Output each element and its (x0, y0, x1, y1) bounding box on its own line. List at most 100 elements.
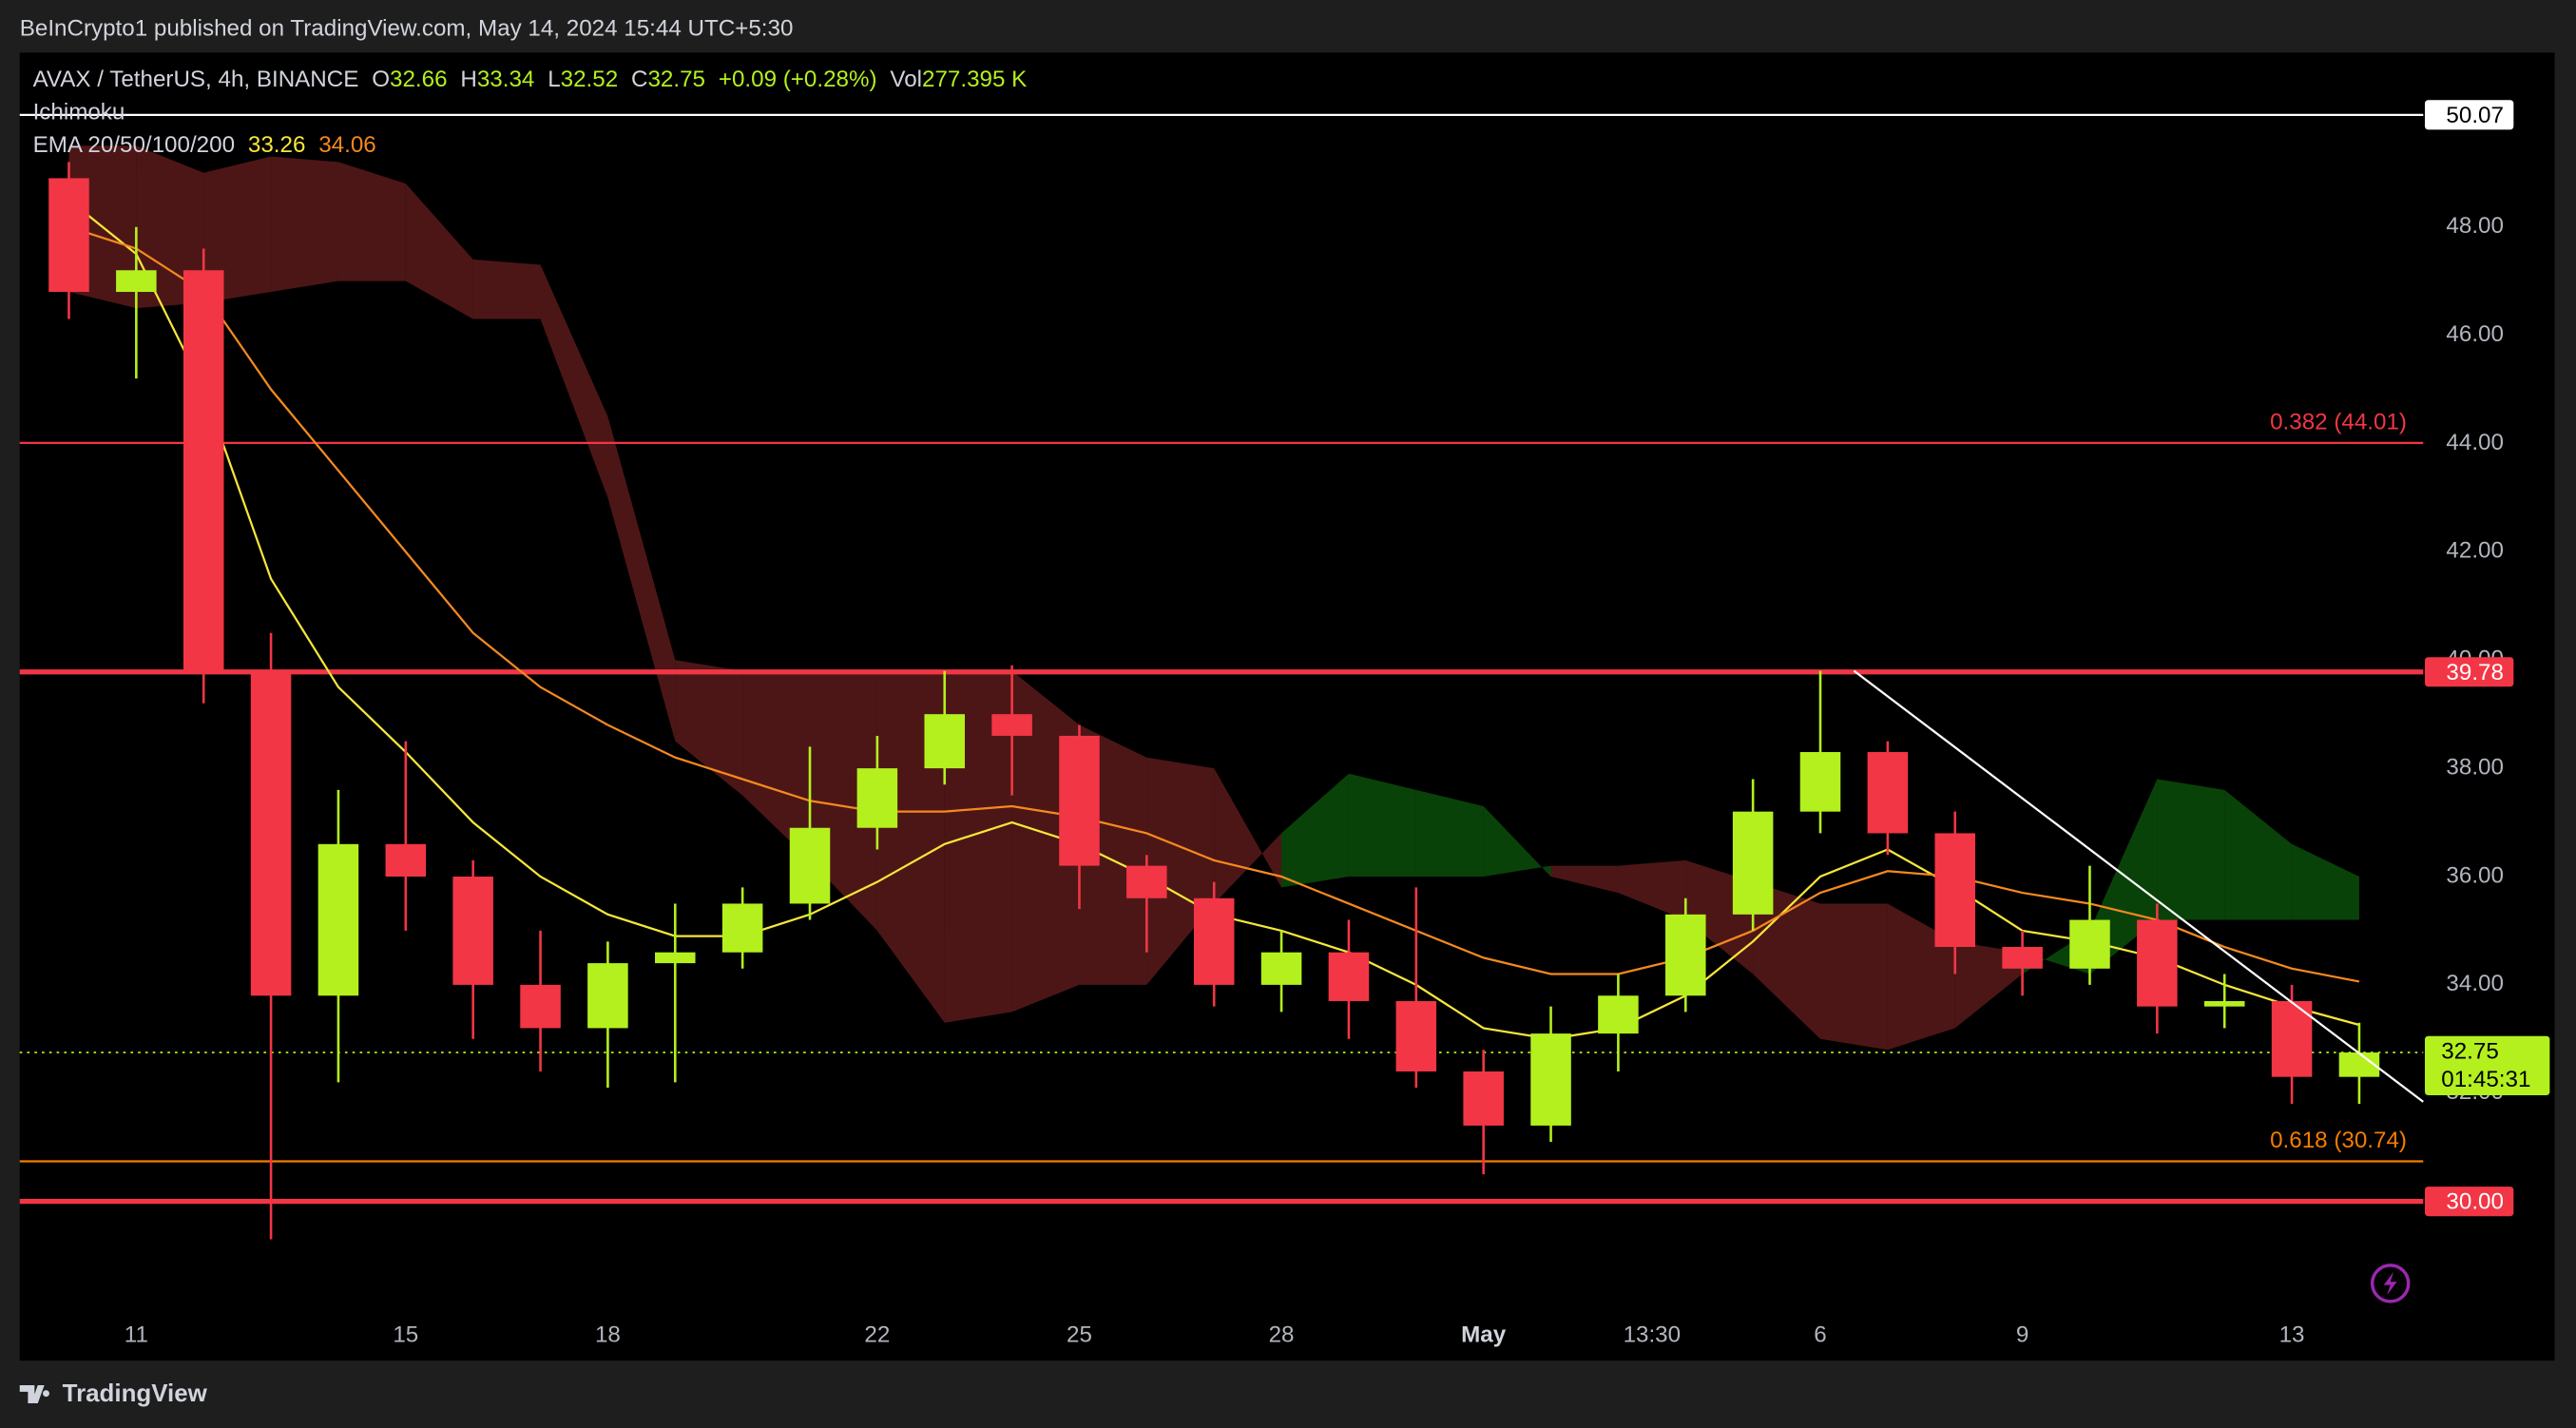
legend-text: 33.26 (248, 132, 306, 158)
legend-text: H (460, 67, 476, 92)
x-tick-label: 28 (1269, 1322, 1295, 1348)
candle-body (721, 903, 763, 953)
legend-text: Ichimoku (33, 100, 125, 125)
candle-body (520, 984, 561, 1029)
legend-text: AVAX / TetherUS, 4h, BINANCE (33, 67, 359, 92)
y-tick-label: 34.00 (2446, 971, 2504, 996)
cloud-segment (1281, 773, 1349, 888)
brand-logo (19, 1385, 49, 1404)
candle-body (1193, 897, 1235, 985)
legend-text: L (548, 67, 560, 92)
cloud-segment (472, 259, 541, 319)
fib-label: 0.618 (30.74) (2270, 1128, 2407, 1153)
level-tag (2424, 100, 2514, 130)
x-tick-label: 18 (595, 1322, 621, 1348)
candle-body (1260, 952, 1302, 985)
fib-label: 0.382 (44.01) (2270, 410, 2407, 435)
cloud-segment (203, 156, 272, 303)
level-tag-label: 39.78 (2446, 660, 2504, 685)
candle-body (452, 876, 493, 985)
y-tick-label: 36.00 (2446, 862, 2504, 888)
candle-body (1126, 865, 1167, 898)
level-tag (2424, 657, 2514, 687)
candle-body (1732, 811, 1774, 915)
cloud-segment (1550, 865, 1619, 894)
cloud-segment (675, 660, 743, 796)
legend-text: C (631, 67, 647, 92)
last-price-label: 32.75 (2441, 1038, 2499, 1064)
x-tick-label: 13 (2279, 1322, 2305, 1348)
candle-body (1328, 952, 1370, 1001)
cloud-segment (2224, 789, 2293, 920)
cloud-segment (1415, 789, 1484, 877)
legend-text: EMA 20/50/100/200 (33, 132, 235, 158)
candle-body (1598, 995, 1639, 1034)
x-tick-label: 15 (393, 1322, 418, 1348)
lightning-icon (2370, 1264, 2411, 1303)
candle-body (48, 178, 89, 293)
candle-body (317, 843, 359, 996)
cloud-segment (405, 183, 473, 319)
candle-body (1059, 735, 1100, 866)
y-tick-label: 42.00 (2446, 538, 2504, 564)
level-tag-label: 30.00 (2446, 1189, 2504, 1215)
candle-body (2002, 947, 2043, 969)
x-tick-label: 9 (2016, 1322, 2028, 1348)
legend-text: 34.06 (318, 132, 376, 158)
cloud-segment (2157, 779, 2225, 920)
legend-text: O (372, 67, 390, 92)
candle-body (1395, 1000, 1437, 1071)
candle-body (1799, 752, 1841, 812)
x-tick-label: 6 (1814, 1322, 1826, 1348)
cloud-segment (337, 162, 406, 281)
x-tick-label: 25 (1067, 1322, 1092, 1348)
cloud-segment (1348, 773, 1416, 877)
brand: TradingView (63, 1380, 208, 1407)
candle-body (250, 670, 292, 996)
cloud-segment (2292, 843, 2359, 920)
legend-text: 32.66 (390, 67, 448, 92)
legend-text: 277.395 K (922, 67, 1027, 92)
cloud-segment (136, 145, 204, 309)
x-tick-label: 13:30 (1624, 1322, 1682, 1348)
trendline (1853, 669, 2424, 1103)
legend-text: 32.52 (561, 67, 619, 92)
y-tick-label: 46.00 (2446, 321, 2504, 347)
cloud-segment (1820, 903, 1888, 1051)
candle-body (1530, 1033, 1571, 1126)
level-tag (2424, 1187, 2514, 1217)
candle-body (1665, 914, 1706, 996)
y-tick-label: 48.00 (2446, 213, 2504, 239)
cloud-segment (540, 264, 608, 498)
candle-body (385, 843, 427, 877)
candle-body (924, 714, 966, 769)
y-tick-label: 38.00 (2446, 754, 2504, 780)
cloud-segment (1146, 757, 1215, 985)
publisher: BeInCrypto1 published on TradingView.com… (20, 16, 794, 42)
cloud-segment (1618, 859, 1686, 920)
cloud-segment (742, 670, 811, 860)
cloud-segment (1214, 768, 1282, 904)
cloud-segment (607, 415, 676, 742)
x-tick-label: 11 (125, 1322, 148, 1348)
candle-body (2069, 919, 2110, 969)
candle-body (789, 827, 831, 904)
legend-text: Vol (890, 67, 922, 92)
plot (19, 113, 2424, 1240)
legend-text: +0.09 (+0.28%) (719, 67, 877, 92)
candle-body (1463, 1071, 1504, 1126)
last-price-tag (2424, 1035, 2550, 1095)
candle-body (2203, 1000, 2245, 1007)
y-tick-label: 44.00 (2446, 430, 2504, 455)
x-tick-label: 22 (864, 1322, 890, 1348)
x-tick-label: May (1461, 1322, 1507, 1348)
candle-body (587, 963, 628, 1029)
candle-body (1867, 752, 1909, 834)
candle-body (856, 768, 898, 828)
legend-text: 33.34 (477, 67, 535, 92)
candle-body (1934, 833, 1976, 948)
candle-body (2137, 919, 2178, 1007)
candle-body (116, 270, 157, 293)
